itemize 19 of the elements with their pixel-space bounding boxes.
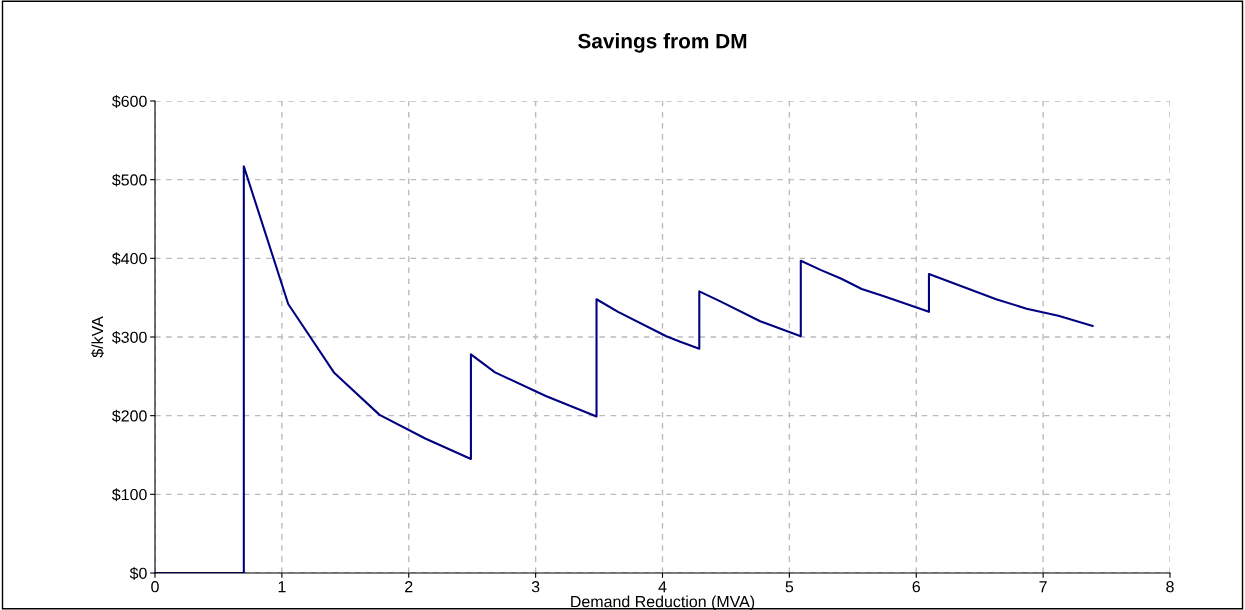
y-tick-label: $100: [112, 488, 147, 502]
y-tick-label: $400: [112, 252, 147, 266]
x-tick-label: 5: [785, 581, 794, 593]
x-tick-label: 1: [278, 581, 286, 593]
x-axis-title: Demand Reduction (MVA): [571, 595, 755, 610]
y-tick-label: $200: [112, 409, 147, 423]
y-tick-label: $300: [112, 330, 147, 344]
x-tick-label: 8: [1166, 581, 1174, 593]
x-tick-label: 0: [151, 581, 159, 593]
y-tick-label: $500: [112, 173, 147, 187]
x-tick-label: 6: [912, 581, 920, 593]
x-tick-label: 2: [405, 581, 413, 593]
x-tick-label: 3: [531, 581, 540, 593]
x-tick-label: 7: [1039, 581, 1047, 593]
y-tick-label: $600: [112, 94, 147, 108]
y-tick-label: $0: [129, 566, 147, 580]
y-axis-title: $/kVA: [91, 316, 105, 358]
x-tick-label: 4: [658, 581, 667, 593]
chart-title: Savings from DM: [578, 33, 747, 53]
